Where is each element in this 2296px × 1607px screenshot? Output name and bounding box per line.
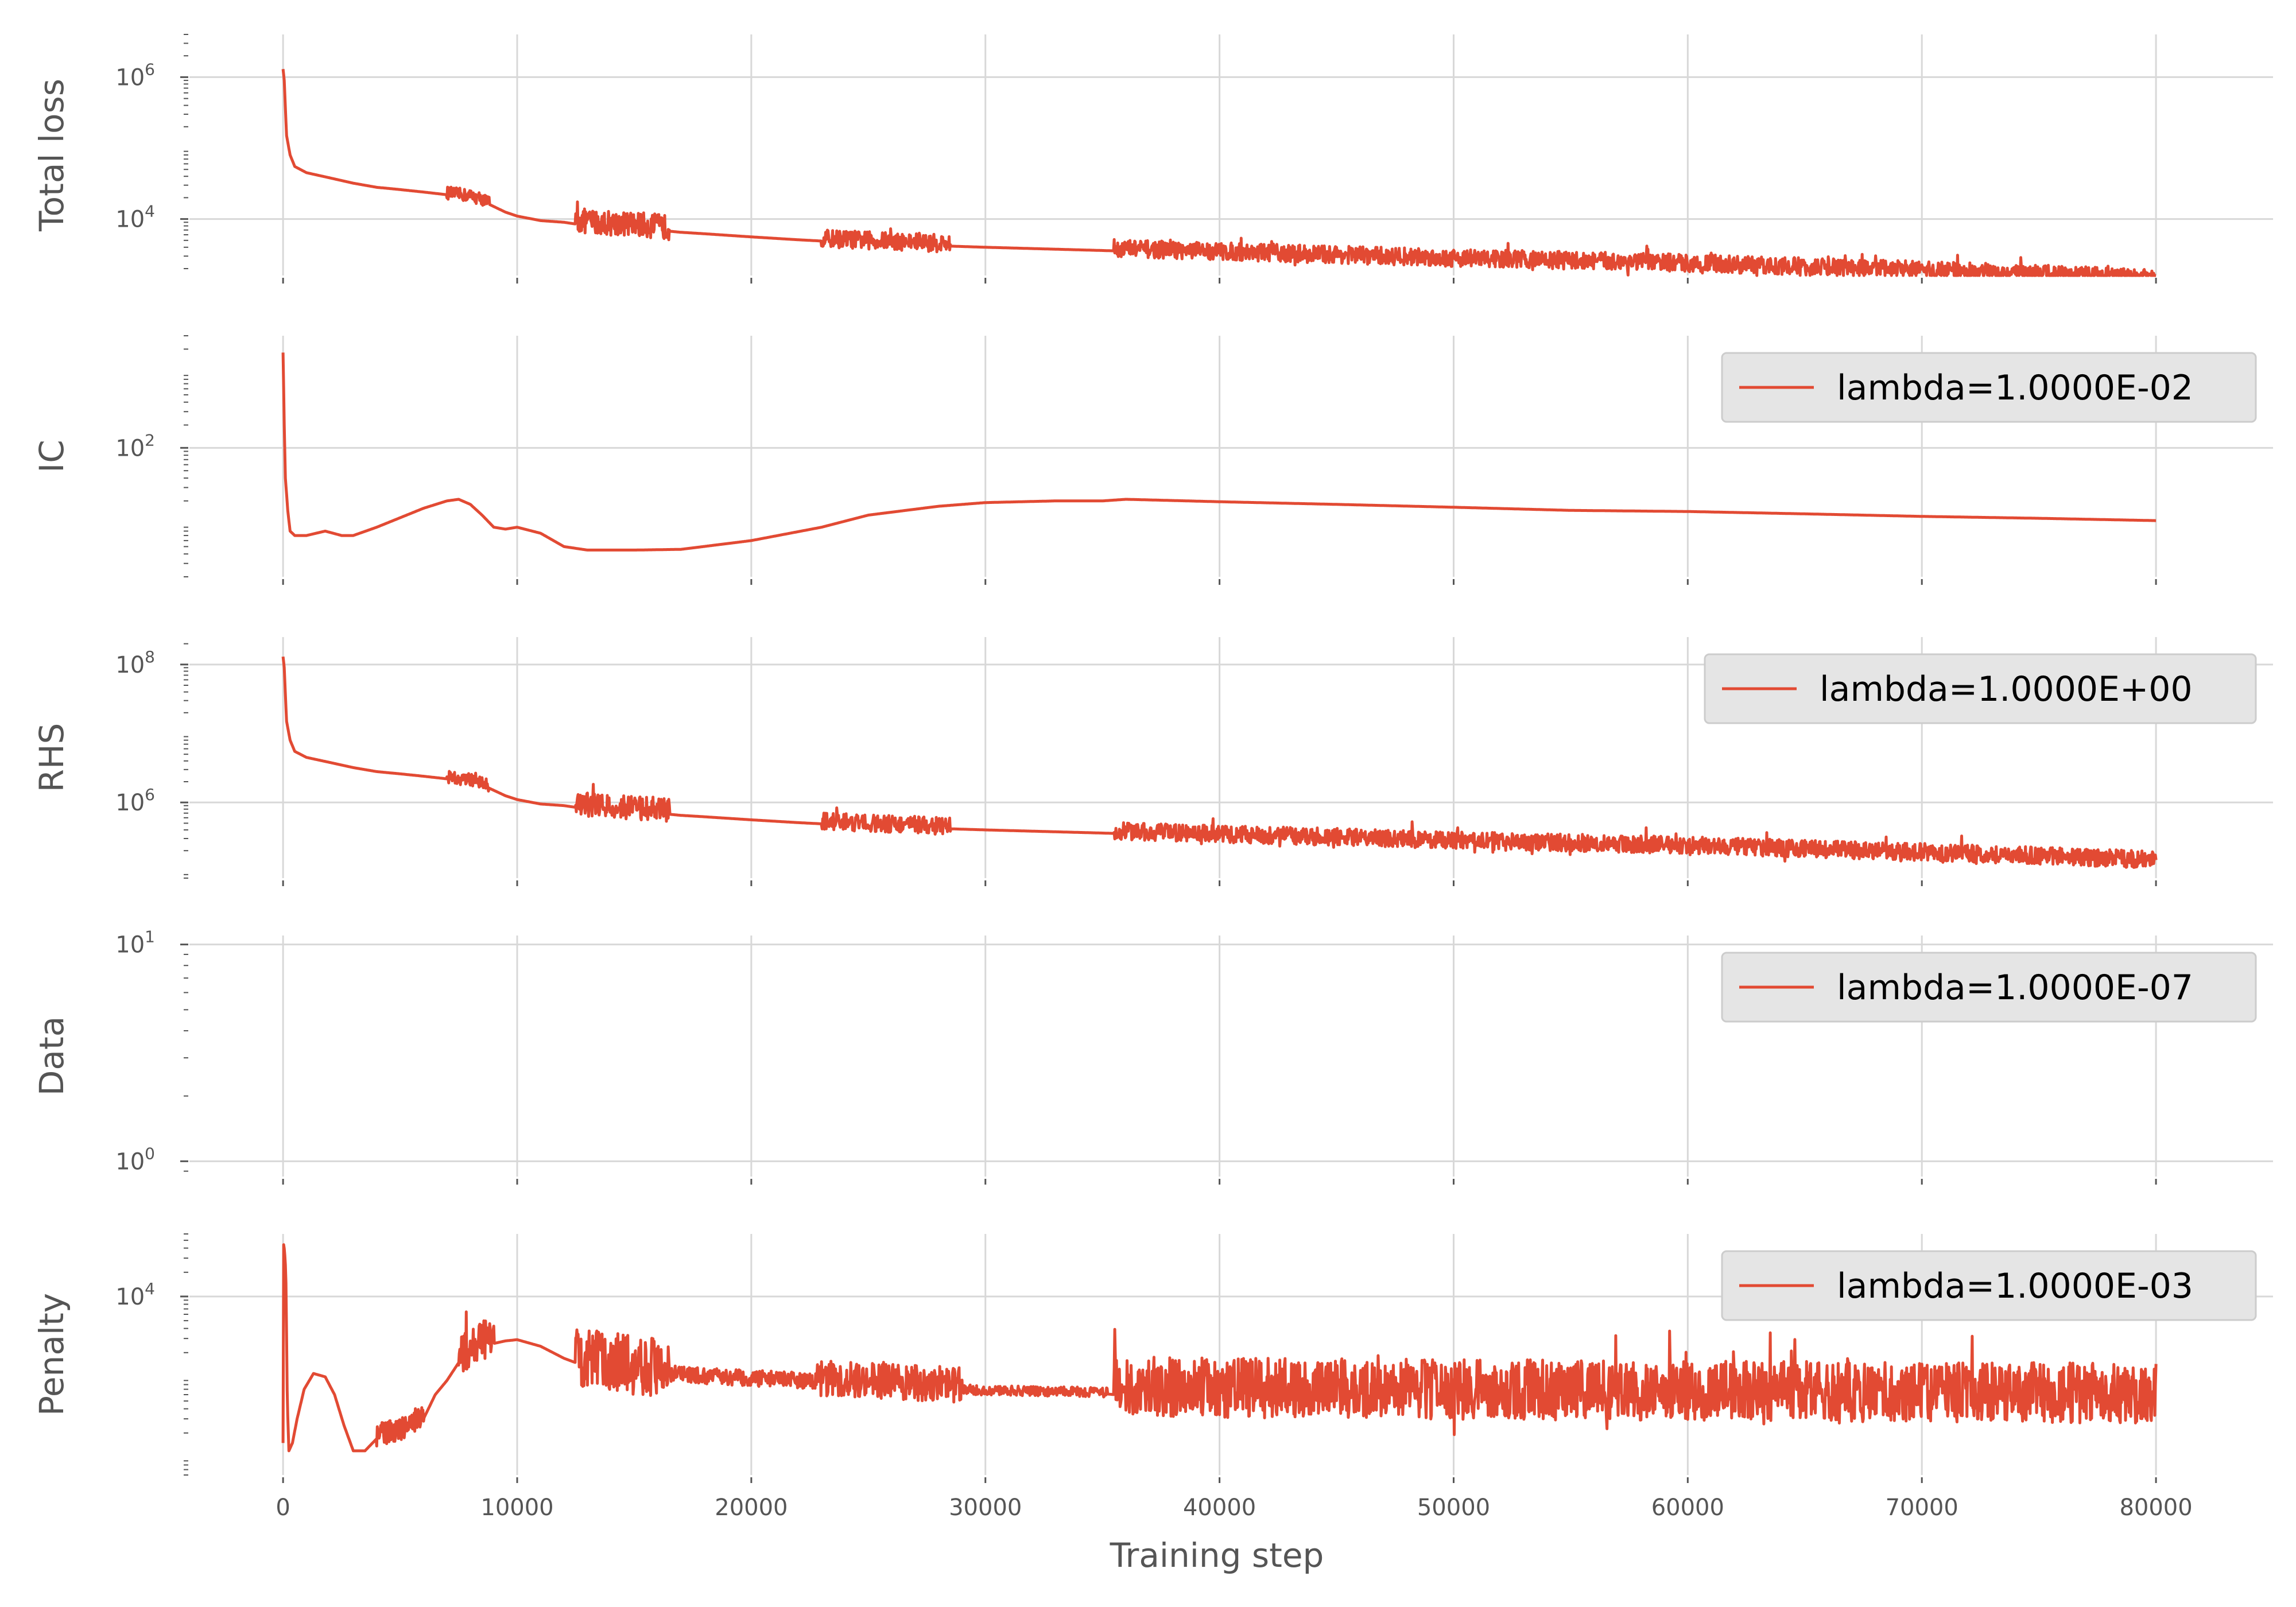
y-tick-exponent: 6 — [145, 785, 155, 804]
y-tick-label: 102 — [115, 430, 155, 461]
legend-box — [1721, 952, 2257, 1023]
legend-label: lambda=1.0000E-07 — [1837, 968, 2193, 1008]
y-tick-base: 10 — [115, 1284, 145, 1310]
y-tick-label: 108 — [115, 647, 155, 678]
subplot-ic: 102 IC lambda=1.0000E-02 — [32, 335, 2273, 585]
y-tick-base: 10 — [115, 932, 145, 958]
y-axis-label: Data — [32, 1016, 71, 1096]
y-tick-label: 104 — [115, 1279, 155, 1310]
y-axis-label: RHS — [32, 723, 71, 793]
y-tick-exponent: 2 — [145, 430, 155, 449]
legend: lambda=1.0000E-03 — [1721, 1250, 2257, 1321]
y-tick-base: 10 — [115, 652, 145, 678]
y-tick-exponent: 6 — [145, 60, 155, 79]
x-tick-label: 50000 — [1417, 1495, 1490, 1521]
x-tick-label: 10000 — [480, 1495, 553, 1521]
legend-label: lambda=1.0000E-03 — [1837, 1266, 2193, 1306]
y-tick-label: 104 — [115, 202, 155, 233]
legend-box — [1721, 352, 2257, 423]
y-axis-label: Total loss — [32, 79, 71, 232]
x-tick-label: 60000 — [1651, 1495, 1724, 1521]
y-tick-base: 10 — [115, 1148, 145, 1175]
y-tick-exponent: 4 — [145, 1279, 155, 1298]
legend: lambda=1.0000E-07 — [1721, 952, 2257, 1023]
series-line — [281, 69, 2157, 277]
legend-label: lambda=1.0000E+00 — [1820, 669, 2193, 709]
series-line — [281, 656, 2158, 869]
legend-label: lambda=1.0000E-02 — [1837, 368, 2193, 408]
x-tick-label: 0 — [276, 1495, 290, 1521]
legend: lambda=1.0000E-02 — [1721, 352, 2257, 423]
x-axis-label: Training step — [1110, 1536, 1324, 1575]
y-tick-base: 10 — [115, 435, 145, 461]
x-tick-label: 30000 — [949, 1495, 1022, 1521]
y-axis-label: Penalty — [32, 1293, 71, 1416]
y-tick-label: 106 — [115, 60, 155, 91]
y-tick-exponent: 8 — [145, 647, 155, 666]
series-line — [281, 1243, 2158, 1453]
shared-x-axis: 0 10000 20000 30000 40000 50000 60000 70000 8000… — [276, 1495, 2192, 1521]
y-tick-label: 106 — [115, 785, 155, 816]
y-tick-label: 101 — [115, 927, 155, 958]
y-tick-base: 10 — [115, 64, 145, 91]
y-axis-label: IC — [32, 440, 71, 473]
x-tick-label: 20000 — [715, 1495, 788, 1521]
legend-box — [1704, 653, 2257, 724]
x-tick-label: 40000 — [1183, 1495, 1256, 1521]
legend-box — [1721, 1250, 2257, 1321]
y-tick-base: 10 — [115, 790, 145, 816]
y-tick-exponent: 4 — [145, 202, 155, 221]
x-tick-label: 70000 — [1886, 1495, 1958, 1521]
series-line — [281, 352, 2157, 552]
y-tick-label: 100 — [115, 1144, 155, 1175]
y-tick-exponent: 0 — [145, 1144, 155, 1163]
subplot-penalty: 104 Penalty lambda=1.0000E-03 — [32, 1233, 2273, 1483]
legend: lambda=1.0000E+00 — [1704, 653, 2257, 724]
y-tick-exponent: 1 — [145, 927, 155, 946]
x-tick-label: 80000 — [2119, 1495, 2192, 1521]
y-tick-base: 10 — [115, 207, 145, 233]
